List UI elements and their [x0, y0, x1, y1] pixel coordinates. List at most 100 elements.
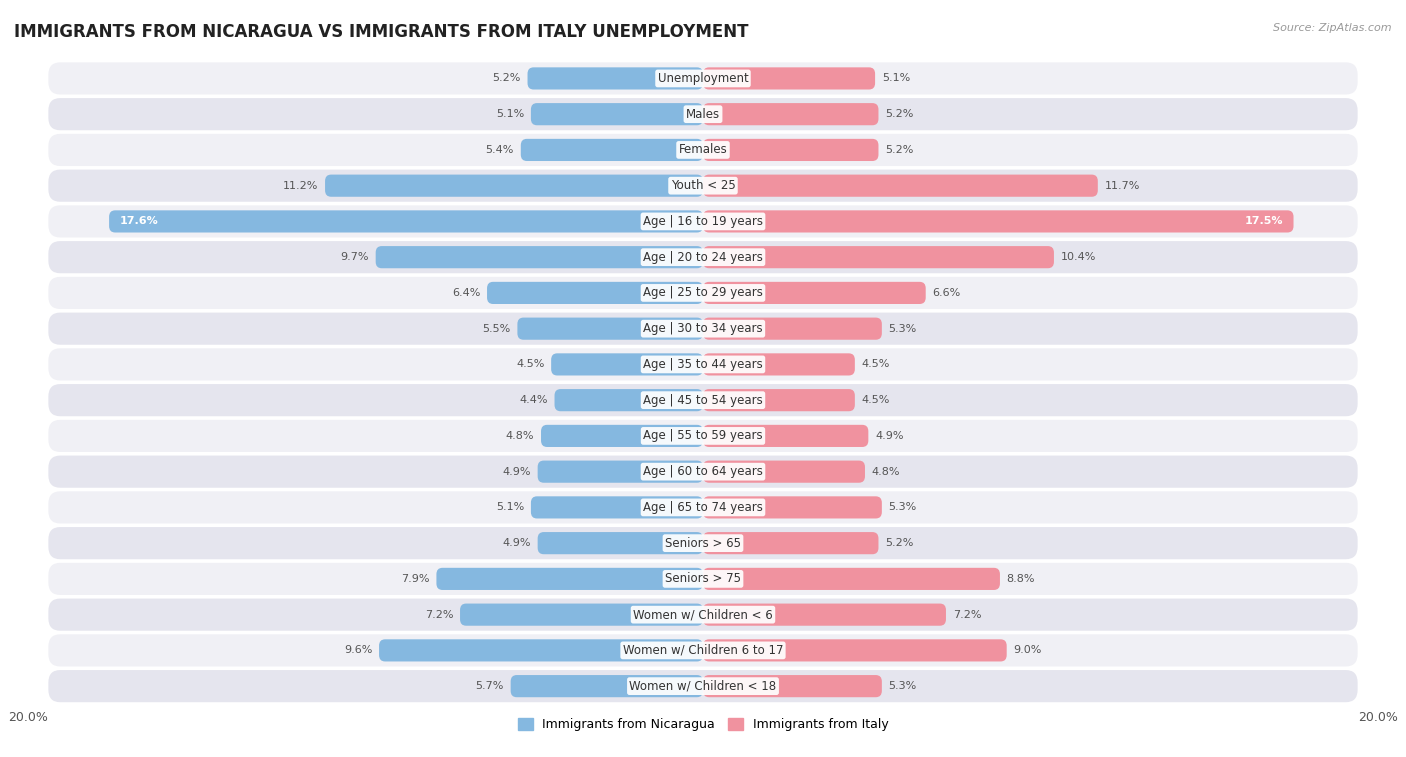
- FancyBboxPatch shape: [48, 348, 1358, 381]
- Text: Age | 25 to 29 years: Age | 25 to 29 years: [643, 286, 763, 300]
- FancyBboxPatch shape: [541, 425, 703, 447]
- Text: Age | 65 to 74 years: Age | 65 to 74 years: [643, 501, 763, 514]
- FancyBboxPatch shape: [520, 139, 703, 161]
- Text: Seniors > 75: Seniors > 75: [665, 572, 741, 585]
- Text: 7.2%: 7.2%: [953, 609, 981, 620]
- Text: 7.2%: 7.2%: [425, 609, 453, 620]
- FancyBboxPatch shape: [703, 568, 1000, 590]
- FancyBboxPatch shape: [48, 62, 1358, 95]
- Text: Unemployment: Unemployment: [658, 72, 748, 85]
- FancyBboxPatch shape: [48, 456, 1358, 488]
- Text: 6.6%: 6.6%: [932, 288, 960, 298]
- Text: 4.4%: 4.4%: [519, 395, 548, 405]
- Text: 4.9%: 4.9%: [502, 538, 531, 548]
- FancyBboxPatch shape: [703, 210, 1294, 232]
- Text: 5.3%: 5.3%: [889, 681, 917, 691]
- Text: 5.1%: 5.1%: [496, 503, 524, 512]
- Text: 9.7%: 9.7%: [340, 252, 368, 262]
- Text: 4.8%: 4.8%: [506, 431, 534, 441]
- FancyBboxPatch shape: [48, 170, 1358, 202]
- Text: 17.5%: 17.5%: [1244, 217, 1284, 226]
- FancyBboxPatch shape: [325, 175, 703, 197]
- FancyBboxPatch shape: [48, 313, 1358, 344]
- FancyBboxPatch shape: [48, 634, 1358, 666]
- FancyBboxPatch shape: [436, 568, 703, 590]
- FancyBboxPatch shape: [703, 246, 1054, 268]
- Text: 4.8%: 4.8%: [872, 466, 900, 477]
- FancyBboxPatch shape: [110, 210, 703, 232]
- FancyBboxPatch shape: [510, 675, 703, 697]
- FancyBboxPatch shape: [703, 640, 1007, 662]
- FancyBboxPatch shape: [703, 603, 946, 626]
- Text: Age | 45 to 54 years: Age | 45 to 54 years: [643, 394, 763, 407]
- FancyBboxPatch shape: [537, 532, 703, 554]
- FancyBboxPatch shape: [48, 205, 1358, 238]
- Text: Seniors > 65: Seniors > 65: [665, 537, 741, 550]
- Text: 5.4%: 5.4%: [485, 145, 515, 155]
- FancyBboxPatch shape: [703, 675, 882, 697]
- FancyBboxPatch shape: [48, 527, 1358, 559]
- Text: IMMIGRANTS FROM NICARAGUA VS IMMIGRANTS FROM ITALY UNEMPLOYMENT: IMMIGRANTS FROM NICARAGUA VS IMMIGRANTS …: [14, 23, 748, 41]
- FancyBboxPatch shape: [531, 103, 703, 125]
- FancyBboxPatch shape: [517, 318, 703, 340]
- Text: Age | 55 to 59 years: Age | 55 to 59 years: [643, 429, 763, 442]
- FancyBboxPatch shape: [703, 354, 855, 375]
- Text: Women w/ Children < 18: Women w/ Children < 18: [630, 680, 776, 693]
- FancyBboxPatch shape: [703, 67, 875, 89]
- FancyBboxPatch shape: [703, 425, 869, 447]
- FancyBboxPatch shape: [48, 384, 1358, 416]
- Text: 4.5%: 4.5%: [516, 360, 544, 369]
- Text: 8.8%: 8.8%: [1007, 574, 1035, 584]
- FancyBboxPatch shape: [486, 282, 703, 304]
- Text: Women w/ Children 6 to 17: Women w/ Children 6 to 17: [623, 644, 783, 657]
- Text: 5.1%: 5.1%: [882, 73, 910, 83]
- Text: 7.9%: 7.9%: [401, 574, 430, 584]
- FancyBboxPatch shape: [48, 491, 1358, 524]
- FancyBboxPatch shape: [537, 460, 703, 483]
- FancyBboxPatch shape: [48, 98, 1358, 130]
- Text: 5.7%: 5.7%: [475, 681, 503, 691]
- FancyBboxPatch shape: [703, 532, 879, 554]
- FancyBboxPatch shape: [703, 103, 879, 125]
- FancyBboxPatch shape: [703, 139, 879, 161]
- FancyBboxPatch shape: [380, 640, 703, 662]
- FancyBboxPatch shape: [48, 134, 1358, 166]
- Text: Females: Females: [679, 143, 727, 157]
- FancyBboxPatch shape: [48, 241, 1358, 273]
- Text: Age | 60 to 64 years: Age | 60 to 64 years: [643, 465, 763, 478]
- FancyBboxPatch shape: [703, 282, 925, 304]
- Text: 9.6%: 9.6%: [344, 646, 373, 656]
- FancyBboxPatch shape: [48, 420, 1358, 452]
- FancyBboxPatch shape: [554, 389, 703, 411]
- FancyBboxPatch shape: [703, 175, 1098, 197]
- Legend: Immigrants from Nicaragua, Immigrants from Italy: Immigrants from Nicaragua, Immigrants fr…: [513, 713, 893, 737]
- Text: 5.5%: 5.5%: [482, 324, 510, 334]
- Text: Males: Males: [686, 107, 720, 120]
- FancyBboxPatch shape: [531, 497, 703, 519]
- FancyBboxPatch shape: [703, 318, 882, 340]
- Text: 5.2%: 5.2%: [886, 109, 914, 119]
- Text: Age | 20 to 24 years: Age | 20 to 24 years: [643, 251, 763, 263]
- Text: 4.5%: 4.5%: [862, 395, 890, 405]
- FancyBboxPatch shape: [703, 497, 882, 519]
- FancyBboxPatch shape: [551, 354, 703, 375]
- Text: 5.2%: 5.2%: [886, 538, 914, 548]
- Text: 5.3%: 5.3%: [889, 503, 917, 512]
- Text: 11.7%: 11.7%: [1105, 181, 1140, 191]
- FancyBboxPatch shape: [527, 67, 703, 89]
- Text: 11.2%: 11.2%: [283, 181, 318, 191]
- Text: 6.4%: 6.4%: [451, 288, 481, 298]
- FancyBboxPatch shape: [703, 460, 865, 483]
- Text: 4.9%: 4.9%: [502, 466, 531, 477]
- Text: Age | 30 to 34 years: Age | 30 to 34 years: [643, 322, 763, 335]
- FancyBboxPatch shape: [48, 599, 1358, 631]
- FancyBboxPatch shape: [703, 389, 855, 411]
- Text: 5.2%: 5.2%: [886, 145, 914, 155]
- Text: 9.0%: 9.0%: [1014, 646, 1042, 656]
- FancyBboxPatch shape: [48, 562, 1358, 595]
- Text: 5.1%: 5.1%: [496, 109, 524, 119]
- Text: 10.4%: 10.4%: [1060, 252, 1097, 262]
- Text: 4.9%: 4.9%: [875, 431, 904, 441]
- Text: 5.2%: 5.2%: [492, 73, 520, 83]
- Text: 5.3%: 5.3%: [889, 324, 917, 334]
